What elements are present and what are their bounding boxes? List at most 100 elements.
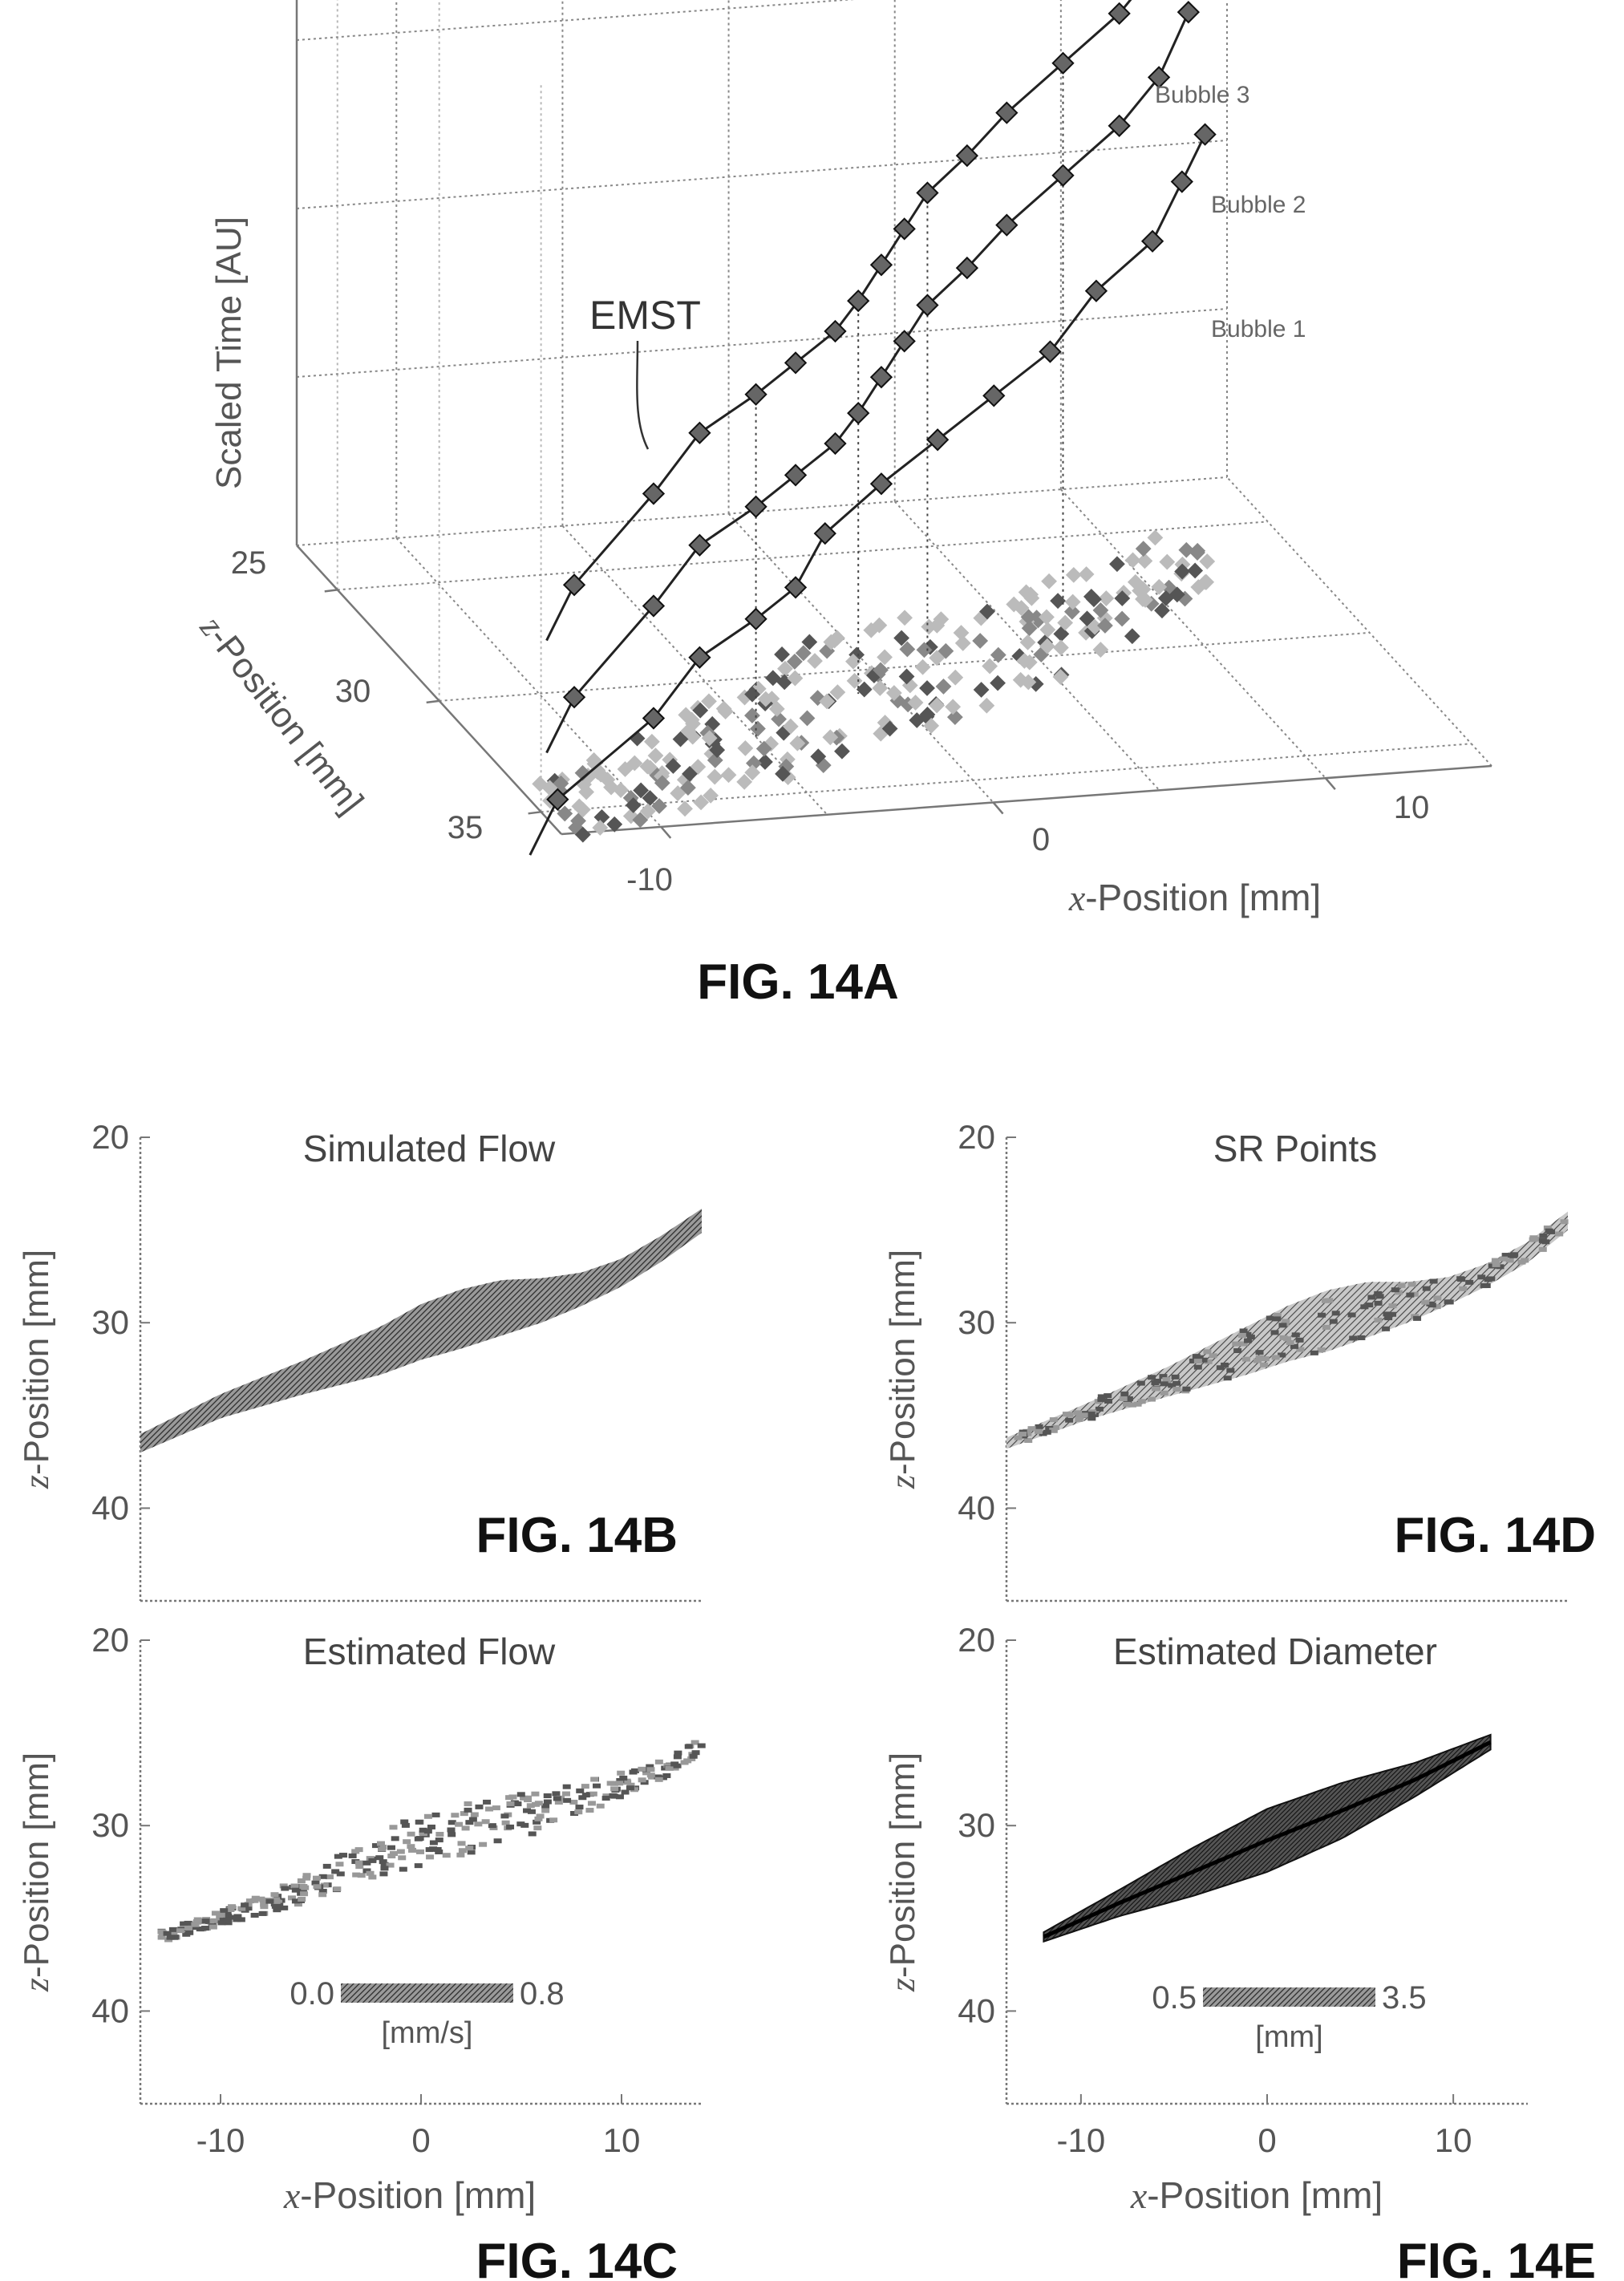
fig14c-point (407, 1844, 415, 1850)
fig14a-sr-point (1109, 556, 1125, 573)
fig14c-point (368, 1874, 377, 1880)
fig14a-sr-point (822, 729, 839, 746)
fig14a-sr-point (1064, 594, 1081, 610)
fig14c-point (589, 1791, 597, 1797)
fig14c-point (554, 1799, 563, 1805)
fig14a-zlabel-text: -Position [mm] (201, 619, 371, 821)
fig14a-sr-point (873, 662, 889, 679)
fig14a-sr-point (1114, 610, 1131, 627)
fig14a-series-line-1 (529, 134, 1206, 856)
fig14e-xlabel: x-Position [mm] (1130, 2174, 1383, 2216)
fig14c-point (654, 1777, 663, 1782)
fig14a-sr-point (680, 723, 697, 739)
fig14a-ztick-30: 30 (335, 674, 371, 709)
fig14c-point (431, 1812, 440, 1817)
fig14a-x-tick (992, 801, 1004, 815)
fig14d-point (1160, 1390, 1168, 1396)
fig14d-point (1329, 1319, 1338, 1324)
fig14d-point (1310, 1350, 1318, 1355)
fig14c-point (488, 1823, 496, 1829)
fig14c-ytick-label: 20 (91, 1621, 129, 1659)
fig14d-point (1159, 1374, 1168, 1380)
fig14c-point (290, 1883, 299, 1889)
fig14c-point (376, 1841, 385, 1846)
fig14a-sr-point (771, 711, 788, 727)
fig14c-point (379, 1871, 388, 1877)
fig14a-sr-point (953, 625, 970, 641)
fig14d-point (1270, 1330, 1279, 1335)
fig14e-vessel (1043, 1733, 1492, 1943)
fig14a-sr-point (1020, 609, 1037, 626)
fig14c-point (617, 1770, 626, 1776)
fig14c-point (375, 1855, 384, 1861)
fig14d-point (1104, 1399, 1112, 1404)
fig14a-sr-point (682, 766, 698, 782)
fig14a-sr-point (677, 800, 693, 817)
fig14a-bubble3-point (955, 144, 979, 168)
fig14c-point (673, 1754, 682, 1760)
fig14d-point (1051, 1424, 1060, 1430)
fig14a-bubble2-point (995, 213, 1019, 237)
fig14d-figure-label: FIG. 14D (1394, 1508, 1596, 1563)
fig14d-point (1388, 1303, 1397, 1309)
fig14d-point (1422, 1286, 1431, 1291)
fig14a-sr-point (774, 646, 790, 662)
fig14a-sr-point (574, 826, 591, 843)
fig14a-sr-point (1078, 566, 1095, 582)
fig14c-point (619, 1775, 628, 1781)
fig14a-sr-point (899, 641, 916, 658)
fig14c-point (416, 1849, 425, 1854)
fig14c-point (251, 1895, 260, 1901)
fig14a-sr-point (757, 691, 774, 707)
fig14d-point (1509, 1253, 1518, 1258)
fig14e-xtick-label: 10 (1435, 2121, 1472, 2159)
fig14a-sr-point (945, 699, 962, 715)
fig14d-point (1160, 1381, 1168, 1387)
fig14a-sr-point (1135, 581, 1152, 598)
fig14d-point (1136, 1380, 1145, 1386)
fig14d-point (1204, 1359, 1213, 1364)
fig14c-point (596, 1803, 605, 1809)
fig14a-bubble3-point (893, 217, 916, 241)
fig14c-point (435, 1837, 443, 1843)
fig14e-xlabel-text: -Position [mm] (1147, 2174, 1383, 2216)
fig14a-sr-point (1052, 639, 1069, 656)
fig14a-sr-point (834, 743, 850, 760)
fig14a-sr-point (593, 808, 610, 825)
fig14e-xtick-label: -10 (1057, 2121, 1106, 2159)
fig14d-point (1253, 1358, 1262, 1363)
fig14a-label-bubble1: Bubble 1 (1211, 316, 1306, 342)
fig14d-point (1162, 1377, 1171, 1383)
fig14a-sr-point (651, 798, 667, 814)
fig14d-point (1374, 1317, 1383, 1323)
fig14d-point (1295, 1337, 1304, 1343)
fig14a-sr-point (982, 658, 998, 675)
fig14a-sr-point (1019, 634, 1036, 650)
fig14c-point (206, 1918, 215, 1924)
fig14c-point (270, 1892, 279, 1898)
fig14a-sr-point (720, 767, 737, 784)
fig14a-bubble3-point (688, 421, 711, 444)
fig14c-point (297, 1878, 306, 1884)
fig14a-sr-point (764, 670, 781, 687)
fig14c-point (581, 1793, 590, 1798)
fig14a-sr-point (973, 682, 990, 698)
fig14c-point (311, 1880, 320, 1886)
fig14c-point (532, 1801, 541, 1807)
fig14d-point (1168, 1383, 1176, 1388)
fig14d-point (1491, 1258, 1500, 1263)
fig14a-bubble3-point (869, 253, 893, 277)
fig14a-z-tick (324, 589, 338, 593)
fig14d-point (1432, 1304, 1441, 1310)
fig14c-point (578, 1795, 587, 1801)
fig14c-point (191, 1925, 200, 1931)
fig14a-sr-point (757, 754, 773, 770)
fig14d-point (1172, 1380, 1181, 1386)
fig14c-point (265, 1898, 274, 1904)
fig14a-sr-point (775, 765, 791, 782)
fig14a-figure-label: FIG. 14A (697, 954, 899, 1010)
fig14d-point (1024, 1437, 1033, 1443)
fig14c-point (524, 1797, 533, 1803)
fig14d-point (1104, 1393, 1112, 1399)
